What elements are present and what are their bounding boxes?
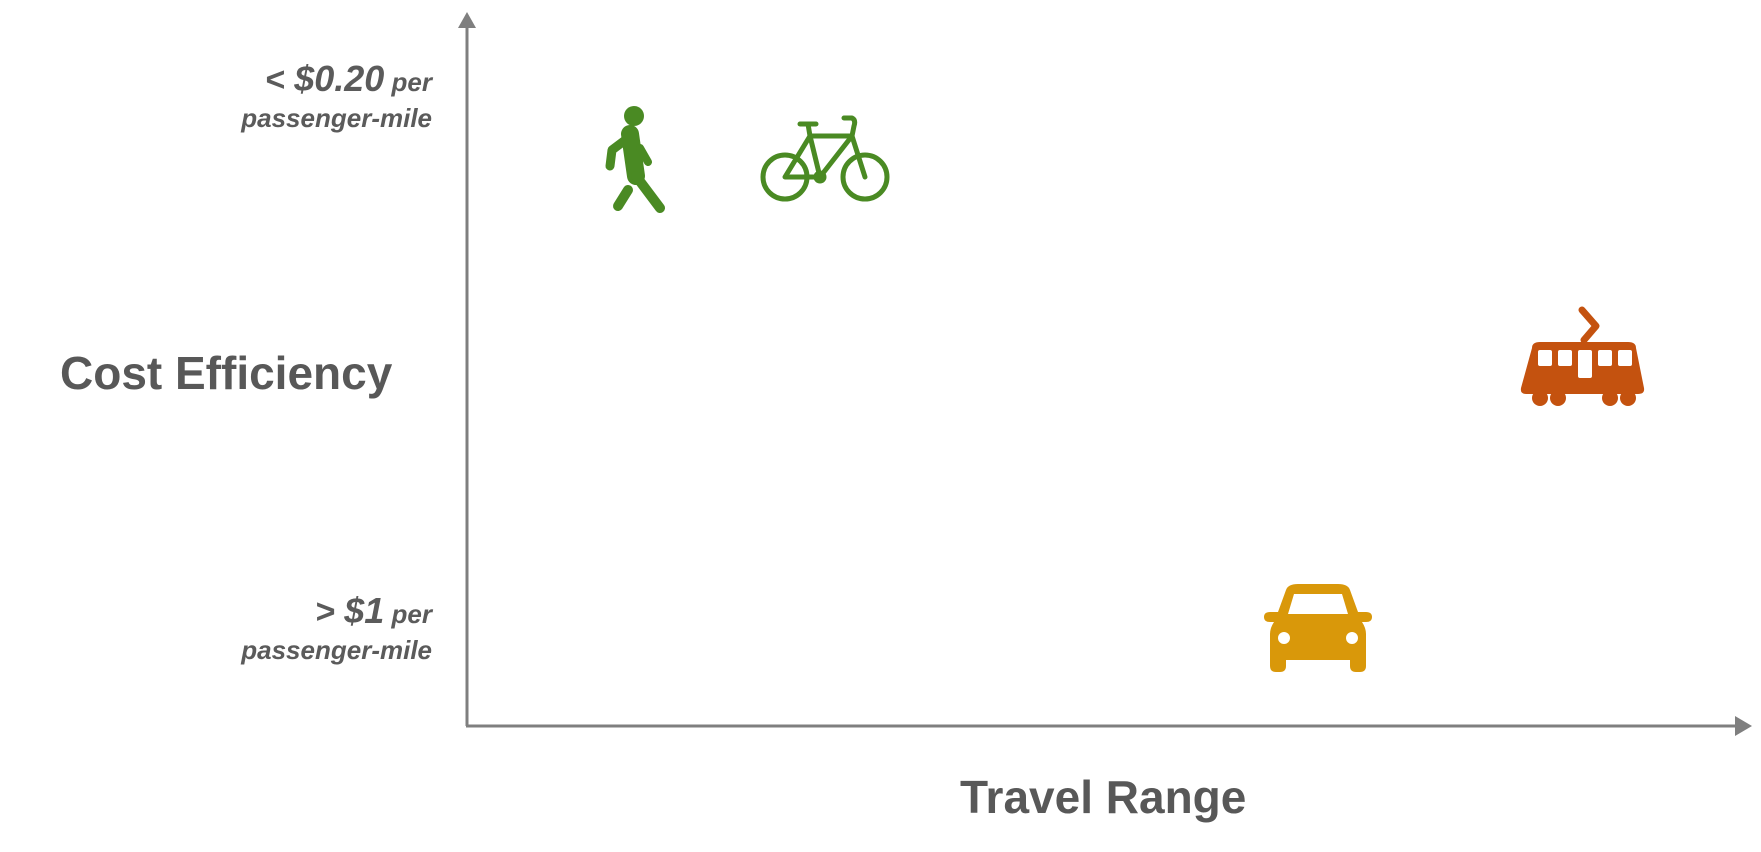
top-label-suffix: per (384, 67, 432, 97)
y-axis-arrowhead (458, 12, 476, 28)
bottom-label-amount: $1 (344, 590, 385, 631)
car-icon (1264, 584, 1372, 672)
y-axis-bottom-label: > $1 per passenger-mile (241, 592, 432, 667)
y-axis-top-label: < $0.20 per passenger-mile (241, 60, 432, 135)
top-label-prefix: < (264, 61, 295, 99)
tram-icon (1520, 306, 1645, 406)
bottom-label-prefix: > (314, 593, 345, 631)
walking-person-icon (605, 106, 665, 213)
x-axis (466, 716, 1752, 736)
bottom-label-unit: passenger-mile (241, 635, 432, 665)
top-label-unit: passenger-mile (241, 103, 432, 133)
x-axis-arrowhead (1735, 716, 1752, 736)
bicycle-icon (760, 115, 890, 202)
y-axis-title: Cost Efficiency (60, 347, 393, 399)
x-axis-title: Travel Range (960, 771, 1247, 823)
top-label-amount: $0.20 (294, 58, 385, 99)
y-axis (458, 12, 476, 726)
bottom-label-suffix: per (384, 599, 432, 629)
